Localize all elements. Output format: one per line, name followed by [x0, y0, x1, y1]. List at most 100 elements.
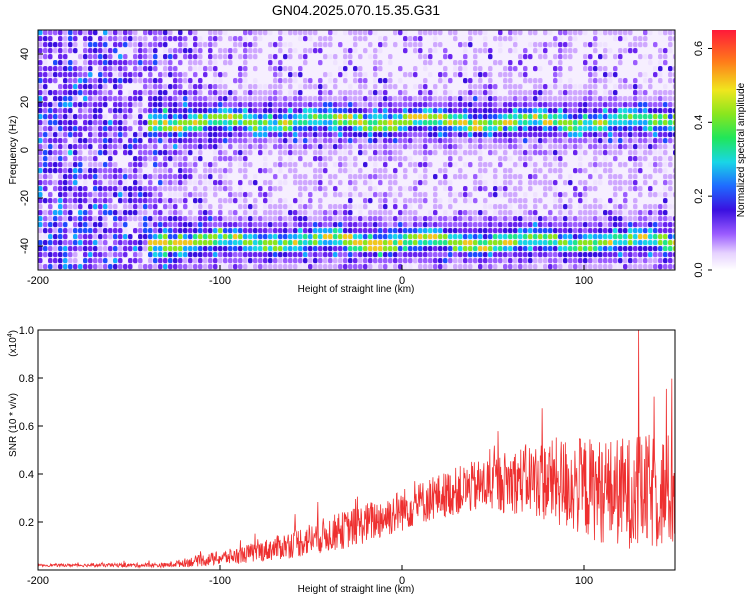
spectrogram-x-tick-label-0: -200 — [27, 275, 49, 287]
spectrogram-cell — [103, 180, 108, 186]
spectrogram-cell — [263, 198, 268, 204]
spectrogram-cell — [393, 198, 398, 204]
spectrogram-cell — [243, 216, 248, 222]
spectrogram-cell — [398, 90, 403, 96]
spectrogram-cell — [403, 114, 408, 120]
spectrogram-cell — [538, 120, 543, 126]
spectrogram-cell — [228, 102, 233, 108]
spectrogram-cell — [158, 102, 163, 108]
spectrogram-cell — [303, 54, 308, 60]
spectrogram-cell — [193, 96, 198, 102]
spectrogram-cell — [413, 42, 418, 48]
spectrogram-cell — [183, 156, 188, 162]
spectrogram-cell — [138, 168, 143, 174]
spectrogram-cell — [88, 84, 93, 90]
spectrogram-cell — [573, 222, 578, 228]
spectrogram-cell — [63, 186, 68, 192]
spectrogram-cell — [303, 126, 308, 132]
spectrogram-cell — [128, 30, 133, 36]
spectrogram-cell — [78, 204, 83, 210]
spectrogram-cell — [158, 30, 163, 36]
spectrogram-cell — [278, 72, 283, 78]
spectrogram-cell — [143, 162, 148, 168]
spectrogram-cell — [483, 42, 488, 48]
spectrogram-cell — [128, 144, 133, 150]
spectrogram-cell — [438, 120, 443, 126]
spectrogram-cell — [143, 222, 148, 228]
spectrogram-cell — [433, 210, 438, 216]
spectrogram-cell — [468, 258, 473, 264]
spectrogram-cell — [193, 60, 198, 66]
spectrogram-cell — [213, 60, 218, 66]
spectrogram-cell — [668, 42, 673, 48]
spectrogram-cell — [478, 30, 483, 36]
spectrogram-cell — [233, 264, 238, 270]
spectrogram-cell — [353, 156, 358, 162]
spectrogram-cell — [468, 192, 473, 198]
spectrogram-cell — [43, 246, 48, 252]
spectrogram-cell — [48, 30, 53, 36]
spectrogram-cell — [443, 138, 448, 144]
spectrogram-cell — [43, 162, 48, 168]
spectrogram-cell — [268, 138, 273, 144]
spectrogram-cell — [458, 96, 463, 102]
spectrogram-cell — [278, 168, 283, 174]
spectrogram-cell — [253, 138, 258, 144]
spectrogram-cell — [173, 222, 178, 228]
spectrogram-cell — [303, 84, 308, 90]
spectrogram-cell — [363, 192, 368, 198]
spectrogram-cell — [318, 36, 323, 42]
spectrogram-cell — [423, 162, 428, 168]
spectrogram-cell — [558, 240, 563, 246]
spectrogram-cell — [563, 162, 568, 168]
spectrogram-cell — [383, 168, 388, 174]
spectrogram-cell — [653, 72, 658, 78]
spectrogram-cell — [588, 258, 593, 264]
spectrogram-cell — [298, 54, 303, 60]
spectrogram-cell — [343, 144, 348, 150]
spectrogram-cell — [608, 102, 613, 108]
spectrogram-cell — [593, 36, 598, 42]
spectrogram-cell — [388, 174, 393, 180]
spectrogram-cell — [263, 120, 268, 126]
spectrogram-cell — [533, 222, 538, 228]
spectrogram-cell — [153, 168, 158, 174]
spectrogram-cell — [388, 84, 393, 90]
spectrogram-cell — [293, 216, 298, 222]
spectrogram-cell — [58, 156, 63, 162]
spectrogram-cell — [328, 150, 333, 156]
spectrogram-cell — [533, 192, 538, 198]
spectrogram-cell — [163, 120, 168, 126]
spectrogram-cell — [548, 150, 553, 156]
spectrogram-cell — [473, 72, 478, 78]
spectrogram-cell — [343, 60, 348, 66]
spectrogram-cell — [583, 144, 588, 150]
spectrogram-cell — [213, 246, 218, 252]
spectrogram-cell — [648, 162, 653, 168]
spectrogram-cell — [318, 162, 323, 168]
snr-frame — [37, 329, 676, 571]
spectrogram-cell — [183, 144, 188, 150]
spectrogram-cell — [548, 264, 553, 270]
spectrogram-cell — [493, 204, 498, 210]
spectrogram-cell — [363, 120, 368, 126]
spectrogram-cell — [323, 126, 328, 132]
spectrogram-cell — [273, 114, 278, 120]
spectrogram-cell — [618, 54, 623, 60]
spectrogram-cell — [578, 264, 583, 270]
spectrogram-cell — [163, 246, 168, 252]
spectrogram-cell — [158, 132, 163, 138]
spectrogram-cell — [58, 66, 63, 72]
spectrogram-cell — [118, 222, 123, 228]
spectrogram-cell — [323, 120, 328, 126]
spectrogram-cell — [663, 198, 668, 204]
spectrogram-cell — [373, 48, 378, 54]
spectrogram-cell — [123, 198, 128, 204]
spectrogram-cell — [43, 48, 48, 54]
spectrogram-cell — [103, 126, 108, 132]
spectrogram-cell — [563, 30, 568, 36]
spectrogram-cell — [343, 192, 348, 198]
spectrogram-cell — [483, 252, 488, 258]
spectrogram-cell — [98, 126, 103, 132]
spectrogram-cell — [173, 252, 178, 258]
